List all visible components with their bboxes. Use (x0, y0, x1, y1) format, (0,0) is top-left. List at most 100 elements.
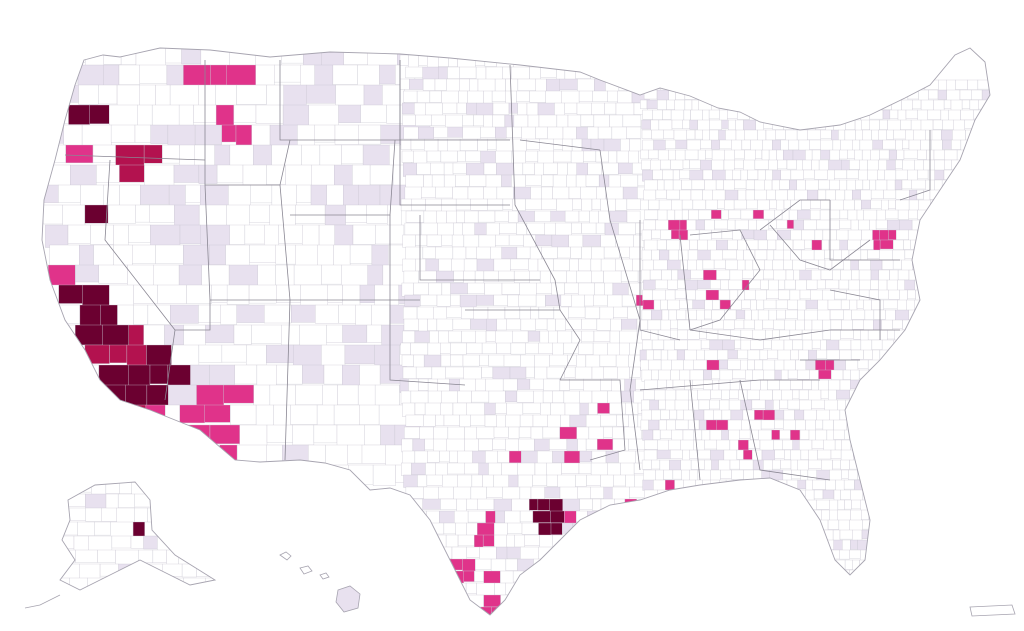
county-cell (797, 299, 807, 312)
county-cell (869, 489, 880, 502)
county-cell (904, 279, 915, 291)
county-cell (619, 342, 630, 357)
county-cell (975, 139, 988, 151)
county-cell (178, 535, 201, 550)
county-cell (77, 64, 104, 87)
county-cell (607, 90, 618, 103)
county-cell (941, 429, 951, 439)
county-cell (90, 224, 114, 245)
county-cell (695, 289, 707, 301)
county-cell (194, 549, 208, 565)
county-cell (465, 606, 481, 615)
county-cell (705, 289, 719, 302)
county-cell (931, 139, 943, 152)
county-cell (426, 619, 444, 631)
county-cell (787, 369, 798, 379)
county-cell (898, 559, 910, 572)
county-cell (418, 378, 429, 391)
county-cell (943, 549, 951, 561)
county-cell (703, 409, 714, 421)
county-cell (510, 342, 526, 355)
county-cell (886, 509, 897, 521)
county-cell (495, 126, 507, 139)
county-cell (617, 90, 633, 104)
county-cell (754, 529, 769, 542)
county-cell (667, 259, 681, 270)
county-cell (612, 426, 625, 439)
county-cell (872, 379, 885, 391)
county-cell (941, 389, 952, 401)
county-cell (583, 378, 601, 392)
county-cell (660, 349, 669, 361)
county-cell (935, 469, 943, 481)
county-cell (883, 189, 897, 199)
county-cell (762, 319, 774, 329)
county-cell (910, 529, 923, 541)
county-cell (689, 519, 698, 530)
county-cell (873, 79, 884, 90)
county-cell (993, 460, 1004, 471)
county-cell (864, 309, 875, 320)
county-cell (886, 179, 896, 192)
county-cell (663, 179, 674, 192)
county-cell (801, 229, 816, 242)
county-cell (933, 339, 945, 351)
county-cell (603, 270, 622, 285)
county-cell (58, 184, 81, 203)
county-cell (419, 582, 433, 596)
county-cell (567, 114, 582, 128)
county-cell (850, 539, 858, 550)
county-cell (833, 359, 846, 371)
county-cell (927, 569, 935, 582)
county-cell (483, 186, 498, 201)
county-cell (143, 535, 158, 550)
county-cell (228, 184, 251, 208)
county-cell (870, 149, 880, 162)
county-cell (987, 519, 990, 531)
county-cell (718, 359, 728, 370)
county-cell (991, 130, 999, 141)
county-cell (962, 189, 976, 202)
county-cell (450, 294, 461, 306)
county-cell (725, 169, 733, 180)
county-cell (937, 329, 950, 339)
county-cell (787, 499, 799, 510)
county-cell (871, 129, 879, 141)
county-cell (923, 159, 935, 172)
county-cell (960, 309, 974, 321)
county-cell (939, 519, 953, 532)
county-cell (139, 64, 168, 84)
county-cell (992, 90, 1001, 99)
county-cell (600, 234, 616, 248)
county-cell (833, 419, 847, 432)
county-cell (281, 324, 300, 346)
county-cell (534, 462, 547, 476)
county-cell (660, 409, 670, 420)
county-cell (117, 304, 134, 326)
county-cell (857, 539, 871, 552)
county-cell (917, 269, 925, 281)
county-cell (924, 269, 936, 281)
county-cell (157, 284, 187, 304)
county-cell (88, 535, 113, 551)
county-cell (657, 439, 669, 452)
county-cell (589, 210, 599, 224)
county-cell (977, 249, 990, 262)
county-cell (820, 549, 832, 562)
county-cell (420, 222, 438, 236)
county-cell (824, 99, 838, 111)
county-cell (732, 369, 746, 379)
county-cell (415, 366, 433, 379)
county-cell (818, 369, 832, 380)
county-cell (534, 366, 548, 381)
county-cell (971, 439, 982, 451)
county-cell (544, 222, 556, 236)
county-cell (734, 219, 749, 230)
county-cell (962, 339, 975, 349)
county-cell (920, 239, 929, 250)
county-cell (587, 162, 602, 175)
county-cell (143, 144, 163, 164)
county-cell (697, 389, 711, 400)
county-cell (333, 244, 351, 268)
county-cell (805, 149, 813, 161)
